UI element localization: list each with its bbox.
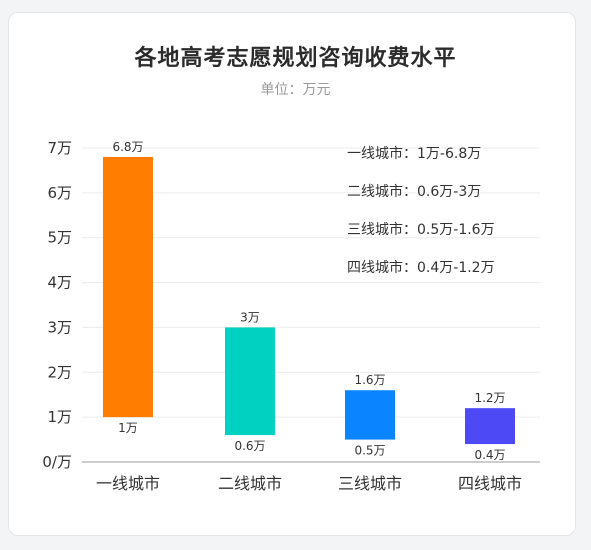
bar-low-label: 0.5万 (354, 444, 385, 458)
y-tick-label: 6万 (47, 184, 72, 202)
range-annotation: 二线城市：0.6万-3万 (347, 183, 481, 200)
bar-2 (225, 327, 275, 436)
x-category-label: 二线城市 (218, 474, 282, 493)
x-category-label: 四线城市 (458, 474, 522, 493)
bar-low-label: 1万 (118, 421, 138, 435)
y-tick-label: 2万 (47, 363, 72, 381)
bar-low-label: 0.4万 (474, 448, 505, 462)
bar-low-label: 0.6万 (234, 439, 265, 453)
chart-card (8, 12, 576, 536)
bar-1 (103, 156, 153, 418)
range-annotation: 三线城市：0.5万-1.6万 (347, 221, 495, 238)
chart-title: 各地高考志愿规划咨询收费水平 (134, 46, 457, 71)
x-category-label: 三线城市 (338, 474, 402, 493)
bar-high-label: 3万 (240, 310, 260, 324)
bar-high-label: 1.2万 (474, 391, 505, 405)
bar-high-label: 6.8万 (112, 140, 143, 154)
y-tick-label: 7万 (47, 139, 72, 157)
x-category-label: 一线城市 (96, 474, 160, 493)
range-annotation: 四线城市：0.4万-1.2万 (347, 259, 495, 276)
y-tick-label: 0/万 (42, 453, 72, 471)
y-tick-label: 1万 (47, 408, 72, 426)
bar-3 (345, 390, 395, 440)
chart-subtitle: 单位：万元 (260, 82, 331, 98)
bar-high-label: 1.6万 (354, 373, 385, 387)
bar-4 (465, 408, 515, 445)
y-tick-label: 4万 (47, 274, 72, 292)
range-annotation: 一线城市：1万-6.8万 (347, 145, 481, 162)
y-tick-label: 5万 (47, 229, 72, 247)
y-tick-label: 3万 (47, 318, 72, 336)
